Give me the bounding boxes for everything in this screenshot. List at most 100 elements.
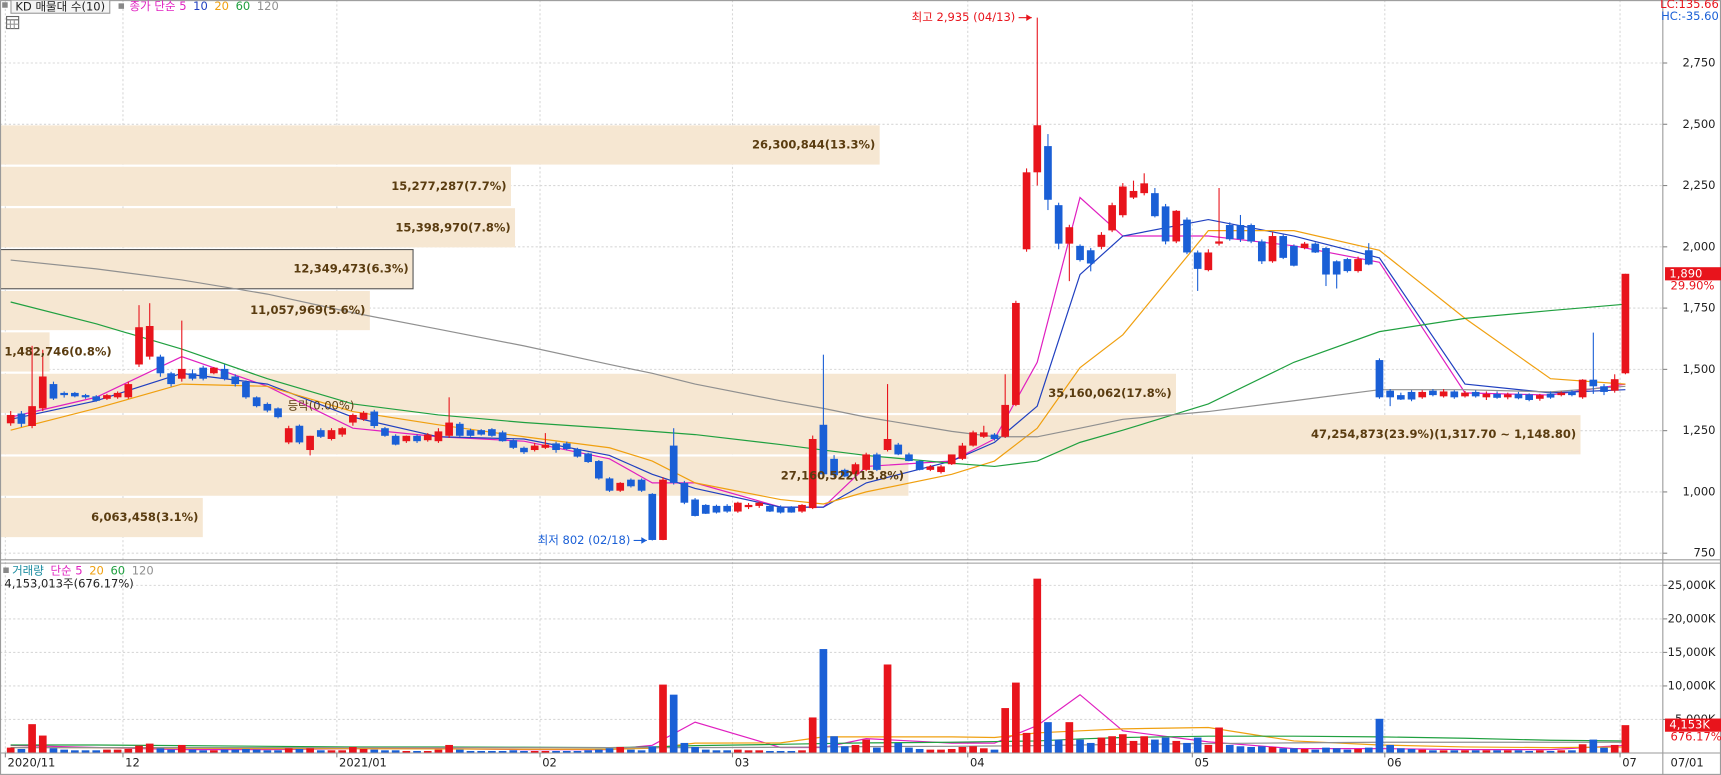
- candle-body: [1151, 193, 1159, 217]
- candle-body: [49, 384, 58, 399]
- volume-bar: [1332, 748, 1341, 753]
- volume-bar: [60, 749, 69, 753]
- hc-label: HC:-35.60: [1661, 9, 1719, 23]
- volume-bar: [103, 749, 111, 753]
- candle-body: [1621, 273, 1630, 374]
- candle-body: [1471, 391, 1480, 397]
- volume-bar: [937, 749, 945, 753]
- volume-bar: [873, 747, 881, 753]
- volume-bar: [798, 750, 806, 753]
- candle-body: [1450, 391, 1459, 398]
- candle-body: [1097, 234, 1106, 247]
- volume-profile-bar: [0, 125, 880, 165]
- y-tick-label: 1,250: [1683, 423, 1716, 437]
- candle-body: [712, 505, 721, 513]
- candle-body: [851, 464, 860, 475]
- candle-body: [1247, 225, 1255, 242]
- volume-bar: [562, 750, 571, 753]
- volume-bar: [669, 694, 678, 753]
- volume-bar: [1001, 708, 1010, 753]
- x-tick-label: 12: [125, 755, 140, 769]
- volume-bar: [145, 743, 154, 753]
- volume-bar: [1108, 736, 1116, 753]
- candle-body: [840, 469, 849, 477]
- y-tick-label: 1,750: [1683, 301, 1716, 315]
- candle-body: [926, 466, 935, 470]
- candle-body: [541, 444, 550, 448]
- candle-body: [1332, 261, 1341, 275]
- candle-body: [947, 454, 956, 465]
- volume-bar: [252, 749, 261, 753]
- candle-layer: [6, 17, 1630, 541]
- candle-body: [455, 423, 464, 436]
- volume-profile-label: 47,254,873(23.9%)(1,317.70 ~ 1,148.80): [1311, 427, 1576, 441]
- volume-bar: [28, 724, 36, 753]
- candle-body: [1215, 241, 1223, 244]
- volume-bar: [1557, 750, 1566, 753]
- label-layer: 750 1,000 1,250 1,500 1,750 2,000 2,250 2,500 2,…: [4, 0, 1721, 769]
- volume-bar: [808, 717, 817, 753]
- volume-bar: [1022, 732, 1031, 753]
- candle-body: [349, 414, 357, 423]
- volume-bar: [466, 750, 475, 753]
- candle-body: [423, 434, 432, 441]
- calendar-icon[interactable]: [6, 15, 20, 30]
- lc-label: LC:135.66: [1660, 0, 1719, 11]
- volume-bar: [819, 649, 828, 753]
- candle-body: [242, 381, 250, 398]
- candle-body: [862, 454, 871, 470]
- candle-body: [594, 461, 603, 479]
- volume-bar: [1257, 746, 1266, 753]
- candle-body: [1536, 395, 1544, 399]
- candle-body: [1001, 404, 1010, 437]
- volume-bar: [498, 750, 507, 753]
- volume-bar: [1044, 722, 1052, 753]
- candle-body: [1225, 225, 1234, 240]
- candle-body: [1279, 236, 1288, 258]
- candle-body: [124, 384, 133, 398]
- icon-frame: [6, 15, 20, 30]
- candle-body: [669, 445, 678, 483]
- candle-body: [979, 432, 988, 437]
- volume-bar: [1012, 682, 1020, 753]
- moving-average-line: [10, 726, 1626, 750]
- volume-bar: [423, 750, 432, 753]
- candle-body: [552, 443, 560, 451]
- volume-bar: [1183, 742, 1191, 753]
- volume-bar: [605, 748, 614, 753]
- volume-bar: [370, 749, 379, 753]
- volume-bar: [616, 746, 625, 753]
- volume-profile-label: 11,057,969(5.6%): [250, 303, 365, 317]
- candle-body: [60, 392, 69, 396]
- candle-body: [220, 368, 229, 379]
- volume-bar: [124, 748, 133, 753]
- volume-profile-bar: [0, 373, 1176, 413]
- volume-bar: [979, 748, 988, 753]
- candle-body: [1600, 386, 1608, 392]
- change-label: 29.90%: [1671, 278, 1715, 292]
- y-tick-label: 15,000K: [1668, 645, 1716, 659]
- indicator-box[interactable]: [10, 0, 111, 14]
- legend-entry: 20: [89, 563, 104, 577]
- candle-body: [915, 461, 924, 470]
- volume-bar: [1439, 750, 1448, 753]
- candle-body: [958, 445, 967, 459]
- volume-bar: [113, 749, 122, 753]
- candle-body: [477, 430, 486, 435]
- volume-bar: [402, 750, 411, 753]
- volume-bar: [958, 746, 967, 753]
- volume-bar: [1610, 744, 1619, 753]
- candle-body: [1525, 394, 1534, 401]
- volume-bar: [1279, 748, 1288, 753]
- volume-bar: [734, 749, 742, 753]
- volume-bar: [210, 750, 218, 753]
- candle-body: [252, 397, 261, 407]
- volume-profile-bar: [0, 166, 511, 206]
- legend-bullet: [2, 2, 8, 8]
- volume-bar: [434, 749, 443, 753]
- volume-bar: [359, 748, 368, 753]
- volume-bar: [220, 749, 229, 753]
- volume-bar: [274, 750, 282, 753]
- legend-entry: 10: [193, 0, 208, 13]
- candle-body: [274, 408, 282, 418]
